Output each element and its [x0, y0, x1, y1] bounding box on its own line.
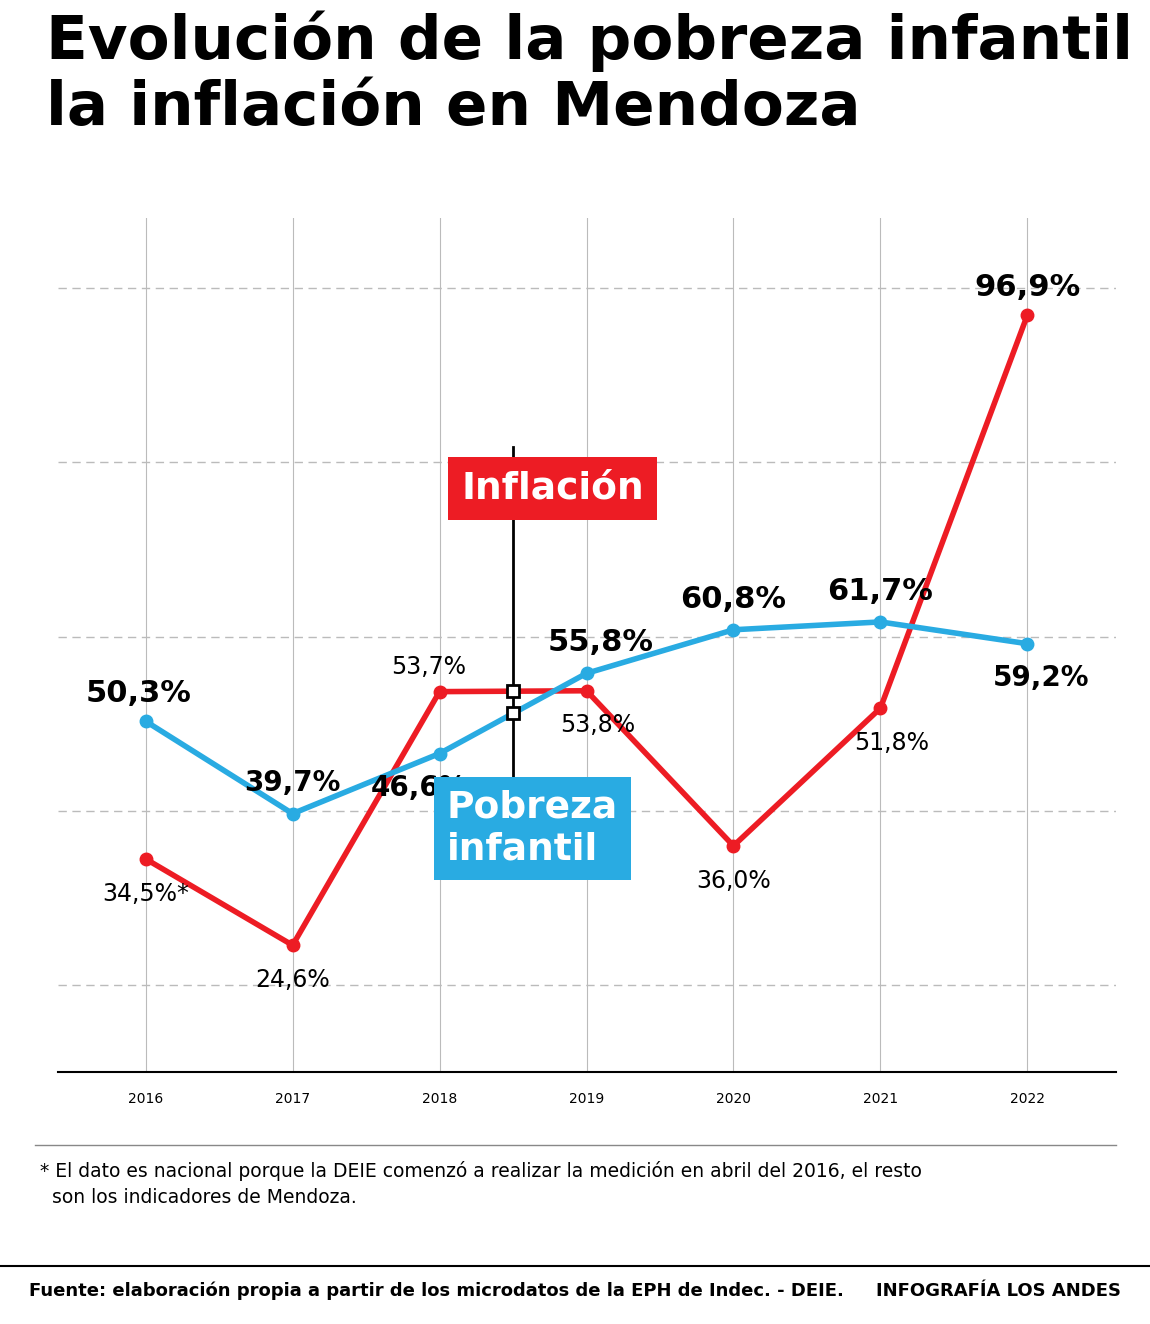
Text: 53,8%: 53,8% — [560, 714, 635, 737]
Text: INFOGRAFÍA LOS ANDES: INFOGRAFÍA LOS ANDES — [876, 1282, 1121, 1300]
Text: Fuente: elaboración propia a partir de los microdatos de la EPH de Indec. - DEIE: Fuente: elaboración propia a partir de l… — [29, 1282, 844, 1300]
Text: 39,7%: 39,7% — [245, 769, 340, 797]
Text: 34,5%*: 34,5%* — [102, 882, 189, 906]
Text: Pobreza
infantil: Pobreza infantil — [447, 789, 619, 867]
Text: 36,0%: 36,0% — [696, 869, 771, 892]
Text: 96,9%: 96,9% — [974, 273, 1081, 302]
Text: 53,7%: 53,7% — [391, 654, 466, 679]
Text: 51,8%: 51,8% — [854, 731, 929, 755]
Text: 46,6%: 46,6% — [370, 775, 467, 802]
Text: * El dato es nacional porque la DEIE comenzó a realizar la medición en abril del: * El dato es nacional porque la DEIE com… — [40, 1161, 922, 1207]
Text: 24,6%: 24,6% — [255, 968, 330, 992]
Text: Inflación: Inflación — [461, 470, 644, 507]
Text: 59,2%: 59,2% — [992, 665, 1089, 692]
Text: Evolución de la pobreza infantil y
la inflación en Mendoza: Evolución de la pobreza infantil y la in… — [46, 11, 1150, 138]
Text: 60,8%: 60,8% — [681, 585, 787, 614]
Text: 50,3%: 50,3% — [86, 679, 192, 708]
Text: 61,7%: 61,7% — [828, 577, 934, 606]
Text: 55,8%: 55,8% — [547, 629, 653, 657]
